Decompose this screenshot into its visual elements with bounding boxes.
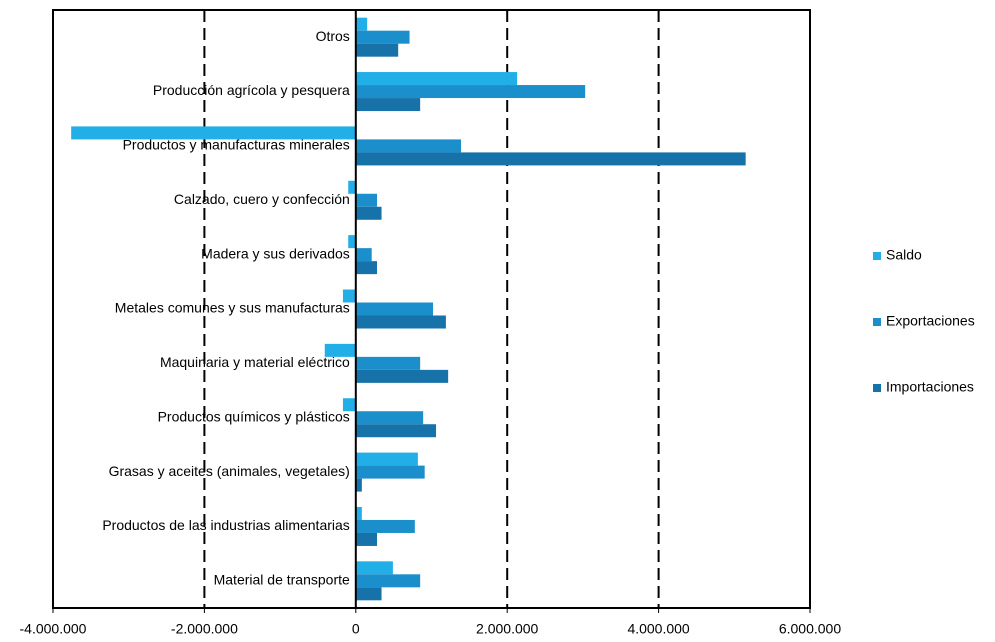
bar (355, 261, 377, 275)
category-label: Metales comunes y sus manufacturas (115, 300, 350, 316)
bar (348, 180, 356, 194)
plot-border (52, 9, 811, 609)
category-label: Productos y manufacturas minerales (123, 137, 350, 153)
legend-swatch (873, 384, 881, 392)
bar (355, 561, 393, 575)
bar (355, 72, 518, 86)
legend-label: Importaciones (886, 379, 974, 395)
bar (355, 478, 362, 492)
bar (355, 411, 424, 425)
legend-label: Exportaciones (886, 313, 975, 329)
category-label: Otros (316, 28, 350, 44)
bar (355, 248, 372, 262)
bar (355, 424, 437, 438)
x-tick-label: 2.000.000 (476, 621, 538, 637)
bar (355, 152, 746, 166)
bar (355, 532, 377, 546)
bar (355, 519, 415, 533)
legend-label: Saldo (886, 247, 922, 263)
category-label: Calzado, cuero y confección (174, 191, 350, 207)
category-label: Productos de las industrias alimentarias (102, 517, 349, 533)
bar (355, 356, 421, 370)
category-label: Productos químicos y plásticos (158, 408, 350, 424)
bar (355, 17, 368, 31)
bar (355, 98, 421, 112)
bar (355, 574, 421, 588)
bar (355, 315, 446, 329)
bar (355, 30, 410, 44)
bar (355, 369, 449, 383)
bar (355, 139, 462, 153)
bar (355, 85, 586, 99)
x-tick-label: 0 (352, 621, 360, 637)
category-label: Grasas y aceites (animales, vegetales) (109, 463, 350, 479)
category-label: Producción agrícola y pesquera (153, 82, 350, 98)
bar (355, 506, 362, 520)
x-tick-label: -4.000.000 (20, 621, 87, 637)
bar (355, 193, 377, 207)
bar (355, 302, 434, 316)
bar (355, 587, 382, 601)
legend-swatch (873, 318, 881, 326)
x-tick-label: 4.000.000 (627, 621, 689, 637)
category-label: Maquinaria y material eléctrico (160, 354, 350, 370)
legend-swatch (873, 252, 881, 260)
bar (342, 289, 356, 303)
bar (355, 452, 418, 466)
bar (348, 235, 356, 249)
bar (355, 206, 382, 220)
bar (71, 126, 356, 140)
x-tick-label: -2.000.000 (171, 621, 238, 637)
bar (355, 465, 425, 479)
x-tick-label: 6.000.000 (779, 621, 841, 637)
bar (324, 343, 356, 357)
category-label: Material de transporte (214, 572, 350, 588)
bar (355, 43, 399, 57)
category-label: Madera y sus derivados (201, 245, 350, 261)
bar (342, 398, 356, 412)
